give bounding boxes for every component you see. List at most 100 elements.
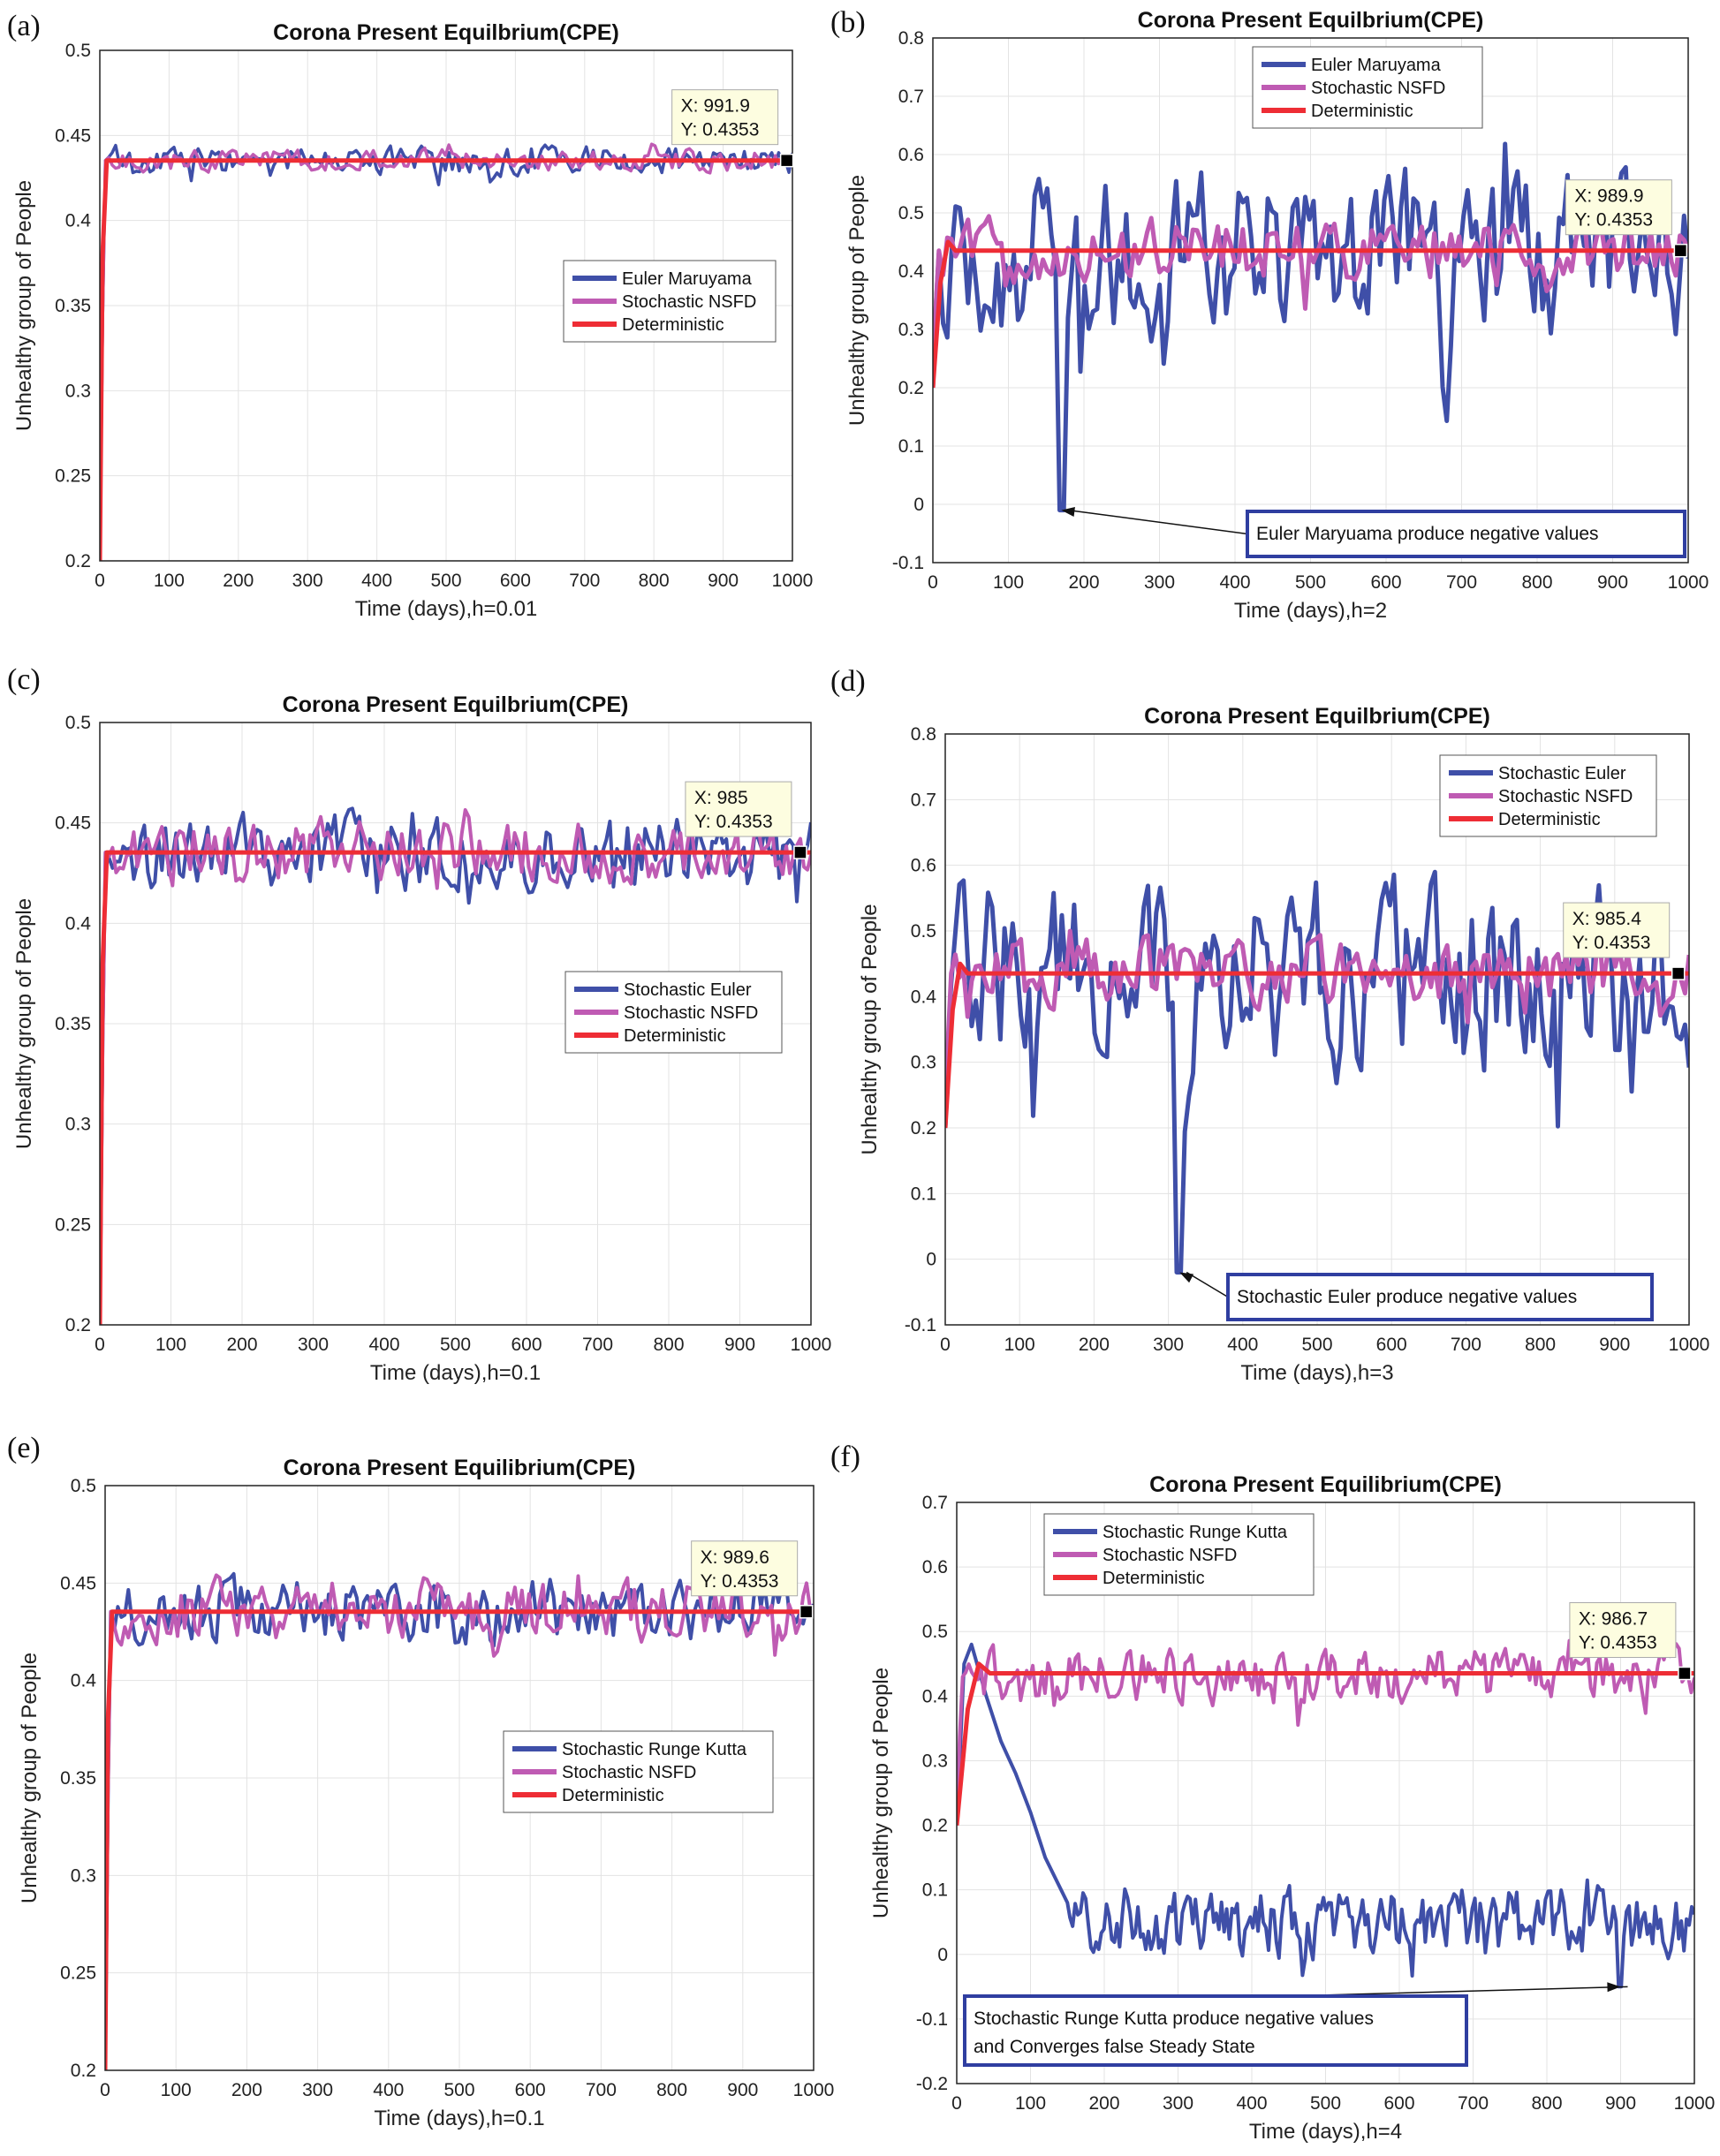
y-tick-label: 0 bbox=[926, 1250, 936, 1270]
legend-entry: Deterministic bbox=[1102, 1569, 1205, 1588]
series-line-deterministic bbox=[100, 850, 811, 1325]
x-tick-label: 600 bbox=[500, 571, 531, 591]
series-line-deterministic bbox=[105, 1609, 814, 2070]
y-tick-label: 0.5 bbox=[71, 1476, 96, 1496]
x-tick-label: 200 bbox=[1079, 1335, 1110, 1355]
x-tick-label: 700 bbox=[586, 2080, 617, 2100]
y-tick-label: 0.25 bbox=[55, 466, 91, 487]
annotation-box bbox=[1226, 1273, 1654, 1321]
y-tick-label: -0.1 bbox=[916, 2009, 948, 2030]
x-tick-label: 100 bbox=[154, 571, 185, 591]
x-tick-label: 600 bbox=[1376, 1335, 1407, 1355]
x-axis-label: Time (days),h=0.01 bbox=[355, 597, 538, 621]
y-tick-label: 0.6 bbox=[911, 856, 936, 876]
y-tick-label: -0.2 bbox=[916, 2074, 948, 2094]
x-axis-label: Time (days),h=4 bbox=[1249, 2120, 1402, 2144]
x-tick-label: 800 bbox=[656, 2080, 687, 2100]
datatip: X: 991.9 Y: 0.4353 bbox=[671, 89, 779, 146]
legend: Stochastic Runge Kutta Stochastic NSFD Det… bbox=[503, 1730, 774, 1813]
legend-entry: Deterministic bbox=[562, 1786, 664, 1805]
axes-box bbox=[932, 37, 1689, 564]
x-tick-label: 700 bbox=[1446, 572, 1477, 593]
datatip-marker[interactable] bbox=[779, 153, 794, 168]
y-tick-label: 0 bbox=[913, 495, 924, 515]
x-tick-label: 600 bbox=[515, 2080, 546, 2100]
x-tick-label: 800 bbox=[639, 571, 670, 591]
annotation-box bbox=[1246, 510, 1686, 558]
x-tick-label: 300 bbox=[302, 2080, 333, 2100]
y-tick-label: 0.8 bbox=[911, 724, 936, 745]
y-axis-label: Unhealthy group of People bbox=[845, 175, 869, 426]
x-tick-label: 200 bbox=[223, 571, 254, 591]
y-tick-label: 0.3 bbox=[898, 320, 924, 340]
datatip: X: 985 Y: 0.4353 bbox=[685, 781, 792, 837]
legend-entry: Stochastic NSFD bbox=[1311, 79, 1445, 98]
x-tick-label: 400 bbox=[1219, 572, 1250, 593]
datatip-marker[interactable] bbox=[799, 1605, 814, 1619]
annotation-arrowhead bbox=[1607, 1982, 1621, 1993]
y-tick-label: 0.4 bbox=[911, 987, 937, 1007]
panel-f: (f) Corona Present Equilibrium(CPE) 0 100 20… bbox=[830, 1441, 1715, 2144]
series-line-stochastic-nsfd bbox=[933, 213, 1688, 389]
panel-label: (c) bbox=[7, 663, 41, 696]
y-tick-label: 0.2 bbox=[911, 1118, 936, 1139]
x-tick-label: 300 bbox=[298, 1335, 329, 1355]
legend-entry: Euler Maruyama bbox=[622, 269, 753, 289]
legend-entry: Stochastic Runge Kutta bbox=[1102, 1523, 1288, 1542]
datatip-marker[interactable] bbox=[1671, 966, 1686, 980]
annotation: Euler Maryuama produce negative values bbox=[1061, 507, 1686, 558]
y-tick-label: 0 bbox=[937, 1945, 948, 1965]
legend-entry: Euler Maruyama bbox=[1311, 56, 1442, 75]
x-tick-label: 700 bbox=[1451, 1335, 1481, 1355]
panel-d: (d) Corona Present Equilbrium(CPE) 0 100 200… bbox=[830, 665, 1709, 1385]
x-tick-label: 600 bbox=[1370, 572, 1401, 593]
y-tick-label: 0.1 bbox=[911, 1184, 936, 1204]
y-tick-label: 0.35 bbox=[60, 1768, 96, 1789]
y-tick-label: 0.7 bbox=[922, 1493, 948, 1513]
panel-label: (e) bbox=[7, 1432, 41, 1464]
x-tick-label: 800 bbox=[1525, 1335, 1556, 1355]
annotation: Stochastic Runge Kutta produce negative … bbox=[963, 1982, 1628, 2067]
annotation-box bbox=[963, 1994, 1468, 2067]
datatip-x: X: 986.7 bbox=[1579, 1609, 1648, 1630]
series-line-deterministic bbox=[100, 158, 792, 561]
panel-label: (d) bbox=[830, 665, 866, 698]
legend: Stochastic Runge Kutta Stochastic NSFD Det… bbox=[1043, 1513, 1315, 1596]
datatip-marker[interactable] bbox=[793, 845, 807, 859]
x-tick-label: 500 bbox=[1301, 1335, 1332, 1355]
x-tick-label: 500 bbox=[443, 2080, 474, 2100]
x-tick-label: 0 bbox=[95, 571, 105, 591]
x-tick-label: 800 bbox=[1521, 572, 1552, 593]
datatip-y: Y: 0.4353 bbox=[681, 120, 760, 140]
y-tick-label: -0.1 bbox=[905, 1315, 936, 1335]
y-tick-label: 0.2 bbox=[65, 551, 91, 571]
legend-entry: Stochastic NSFD bbox=[562, 1763, 696, 1782]
datatip-marker[interactable] bbox=[1673, 243, 1688, 258]
datatip-y: Y: 0.4353 bbox=[1579, 1633, 1657, 1653]
x-tick-label: 100 bbox=[155, 1335, 186, 1355]
datatip-box bbox=[1569, 1602, 1677, 1659]
y-tick-label: 0.6 bbox=[898, 145, 924, 165]
y-tick-label: 0.45 bbox=[60, 1573, 96, 1593]
series-line-stochastic-nsfd bbox=[100, 142, 792, 561]
annotation-arrowhead bbox=[1061, 507, 1075, 517]
x-tick-label: 300 bbox=[292, 571, 323, 591]
panel-c: (c) Corona Present Equilbrium(CPE) 0 100 200… bbox=[7, 663, 831, 1385]
chart-title: Corona Present Equilibrium(CPE) bbox=[1149, 1472, 1502, 1497]
axes-box bbox=[956, 1502, 1695, 2084]
x-tick-label: 900 bbox=[708, 571, 739, 591]
datatip: X: 989.9 Y: 0.4353 bbox=[1565, 179, 1672, 236]
series-line-deterministic bbox=[945, 961, 1689, 1129]
datatip-y: Y: 0.4353 bbox=[694, 812, 773, 832]
y-tick-label: 0.2 bbox=[922, 1816, 948, 1836]
x-tick-label: 1000 bbox=[1674, 2093, 1716, 2114]
legend-entry: Stochastic Euler bbox=[624, 980, 752, 1000]
y-tick-label: 0.7 bbox=[911, 790, 936, 810]
y-tick-label: 0.3 bbox=[922, 1751, 948, 1771]
x-tick-label: 100 bbox=[1004, 1335, 1035, 1355]
datatip: X: 985.4 Y: 0.4353 bbox=[1563, 902, 1671, 958]
x-tick-label: 300 bbox=[1163, 2093, 1193, 2114]
x-tick-label: 200 bbox=[1088, 2093, 1119, 2114]
datatip-marker[interactable] bbox=[1678, 1666, 1692, 1681]
y-tick-label: 0.2 bbox=[898, 378, 924, 398]
